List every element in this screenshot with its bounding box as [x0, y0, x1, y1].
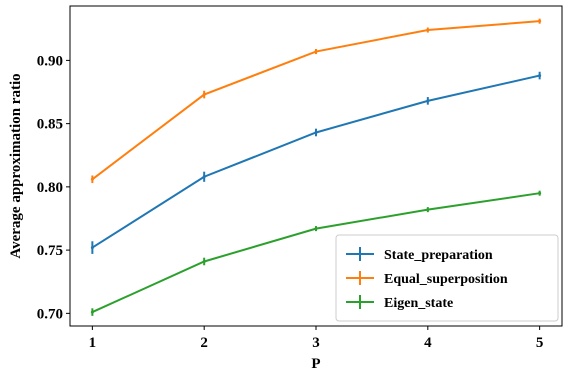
x-tick-label: 4: [424, 335, 432, 351]
data-point: [426, 28, 430, 32]
y-tick-label: 0.80: [37, 180, 63, 196]
legend-item: Equal_superposition: [346, 271, 508, 287]
data-point: [314, 227, 318, 231]
data-point: [90, 177, 94, 181]
y-tick-label: 0.75: [37, 243, 63, 259]
series-lines: [90, 18, 542, 316]
data-point: [202, 93, 206, 97]
legend-label: Equal_superposition: [384, 272, 508, 287]
y-tick-label: 0.70: [37, 306, 63, 322]
data-point: [90, 310, 94, 314]
data-point: [426, 99, 430, 103]
data-point: [538, 74, 542, 78]
y-axis-label: Average approximation ratio: [8, 73, 24, 258]
legend-item: Eigen_state: [346, 295, 453, 311]
x-axis-label: P: [311, 356, 320, 372]
series-Eigen_state: [90, 190, 542, 316]
y-tick-label: 0.90: [37, 53, 63, 69]
data-point: [426, 208, 430, 212]
series-line: [91, 20, 540, 181]
series-line: [91, 74, 540, 249]
legend-label: State_preparation: [384, 248, 493, 263]
x-tick-label: 3: [312, 335, 320, 351]
data-point: [90, 246, 94, 250]
x-tick-label: 1: [89, 335, 97, 351]
legend: State_preparation Equal_superposition Eige…: [335, 234, 559, 322]
y-tick-label: 0.85: [37, 117, 63, 133]
data-point: [202, 259, 206, 263]
data-point: [314, 130, 318, 134]
legend-item: State_preparation: [346, 247, 493, 263]
data-point: [538, 191, 542, 195]
x-tick-label: 2: [200, 335, 208, 351]
data-point: [202, 175, 206, 179]
series-Equal_superposition: [90, 18, 542, 184]
data-point: [538, 19, 542, 23]
series-State_preparation: [90, 71, 542, 254]
x-tick-label: 5: [536, 335, 544, 351]
legend-label: Eigen_state: [384, 296, 453, 311]
legend-box: [335, 234, 559, 322]
axis-ticks: 1 2 3 4 5 0.70 0.75 0.80 0.85 0.90: [37, 53, 544, 351]
data-point: [314, 50, 318, 54]
